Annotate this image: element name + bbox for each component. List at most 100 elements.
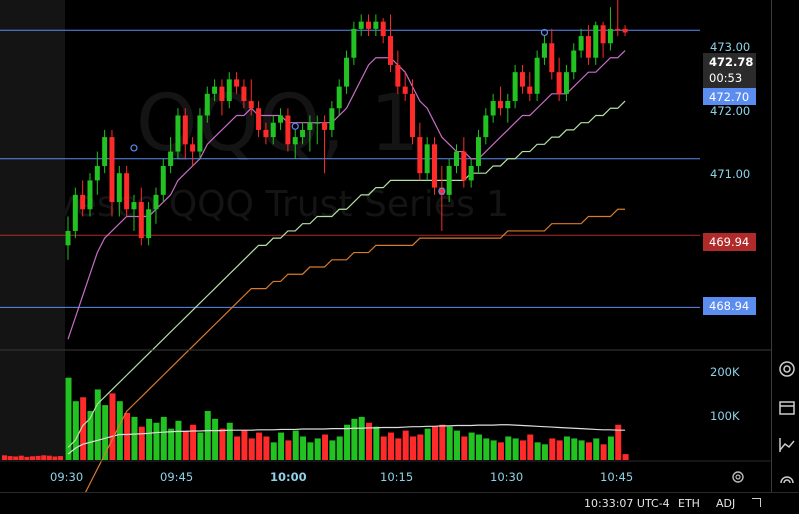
candle [307,115,313,152]
candle-body [175,115,181,152]
volume-bar [146,418,153,460]
candle [109,129,115,217]
candle-body [226,79,232,102]
candle-body [402,86,408,94]
volume-bar [432,426,438,460]
volume-bar [263,436,270,460]
candle-body [270,122,276,138]
candle [578,28,584,58]
candle-body [453,151,459,166]
candle [153,187,159,224]
candle [373,14,379,37]
volume-bar [541,444,548,460]
volume-bar [175,420,182,460]
signal-marker [438,187,446,195]
premarket-volume-bar [52,456,58,460]
volume-bar [424,428,431,460]
candle-body [204,93,210,116]
candle-body [490,101,496,116]
candle [497,86,503,116]
volume-bar [102,405,109,460]
candle [461,137,467,188]
volume-bar [307,442,314,460]
candle-body [366,21,372,29]
volume-bar [593,438,600,460]
candle-body [94,165,100,181]
candle [410,79,416,145]
candle [432,137,437,195]
settings-gear-icon[interactable] [732,471,744,483]
price-tick-472: 472.00 [710,104,750,118]
volume-tick-100k: 100K [710,409,740,423]
premarket-volume-bar [58,456,63,460]
candle [541,36,547,65]
time-axis[interactable]: 09:30 09:45 10:00 10:15 10:30 10:45 [50,470,633,484]
volume-bar [571,438,578,460]
volume-bar [622,454,629,460]
chart-trend-icon[interactable] [778,436,796,454]
broadcast-icon[interactable] [778,474,796,492]
premarket-volume-bar [2,455,7,460]
volume-bar [490,440,497,460]
candle [571,43,577,80]
candle-body [410,93,416,138]
candle-body [388,36,394,65]
volume-bar [366,422,373,460]
candle [505,93,511,123]
candle-body [512,72,518,102]
volume-bar [388,432,395,460]
candle [234,72,240,94]
candle-body [102,137,108,166]
candle-body [336,86,342,109]
volume-bar [402,430,409,460]
candle [549,28,555,80]
candle-body [556,72,562,94]
candle-body [483,115,489,138]
volume-bar [138,426,145,460]
red-level-label: 469.94 [709,235,749,249]
premarket-volume-bar [13,456,19,460]
candle [358,14,364,37]
candle [190,137,196,166]
volume-bar [519,440,526,460]
volume-axis[interactable]: 200K 100K [710,365,740,423]
candle-body [322,122,328,130]
candle-body [593,25,599,58]
time-tick-1030: 10:30 [490,470,523,484]
volume-bar [527,434,534,460]
volume-bar [241,430,248,460]
volume-bar [285,440,292,460]
candle [219,79,225,116]
candle [417,122,423,181]
candle [72,187,78,239]
volume-bar [116,401,123,460]
candle-body [219,86,225,102]
candle [512,64,518,109]
volume-bar [395,438,402,460]
candle [314,115,320,145]
volume-bar [219,428,226,460]
candle [182,108,188,159]
candle [204,86,210,123]
volume-tick-200k: 200K [710,365,740,379]
session-toggle[interactable]: ETH [678,497,700,510]
volume-bar [65,377,72,460]
calendar-icon[interactable] [778,398,796,416]
candle-body [534,57,540,94]
target-icon[interactable] [778,360,796,378]
candle [468,158,474,188]
resize-corner-icon[interactable] [752,498,761,507]
price-axis[interactable]: 473.00 472.00 471.00 472.78 00:53 472.70… [703,40,756,315]
candle-body [190,144,196,152]
volume-bar [256,432,263,460]
candle-body [344,57,350,87]
volume-bar [270,442,277,460]
candle [160,158,166,203]
adjust-toggle[interactable]: ADJ [716,497,736,510]
volume-bar [417,434,424,460]
candle [241,79,247,109]
candle-body [351,28,357,58]
candle [351,21,357,65]
candle-body [146,209,152,239]
